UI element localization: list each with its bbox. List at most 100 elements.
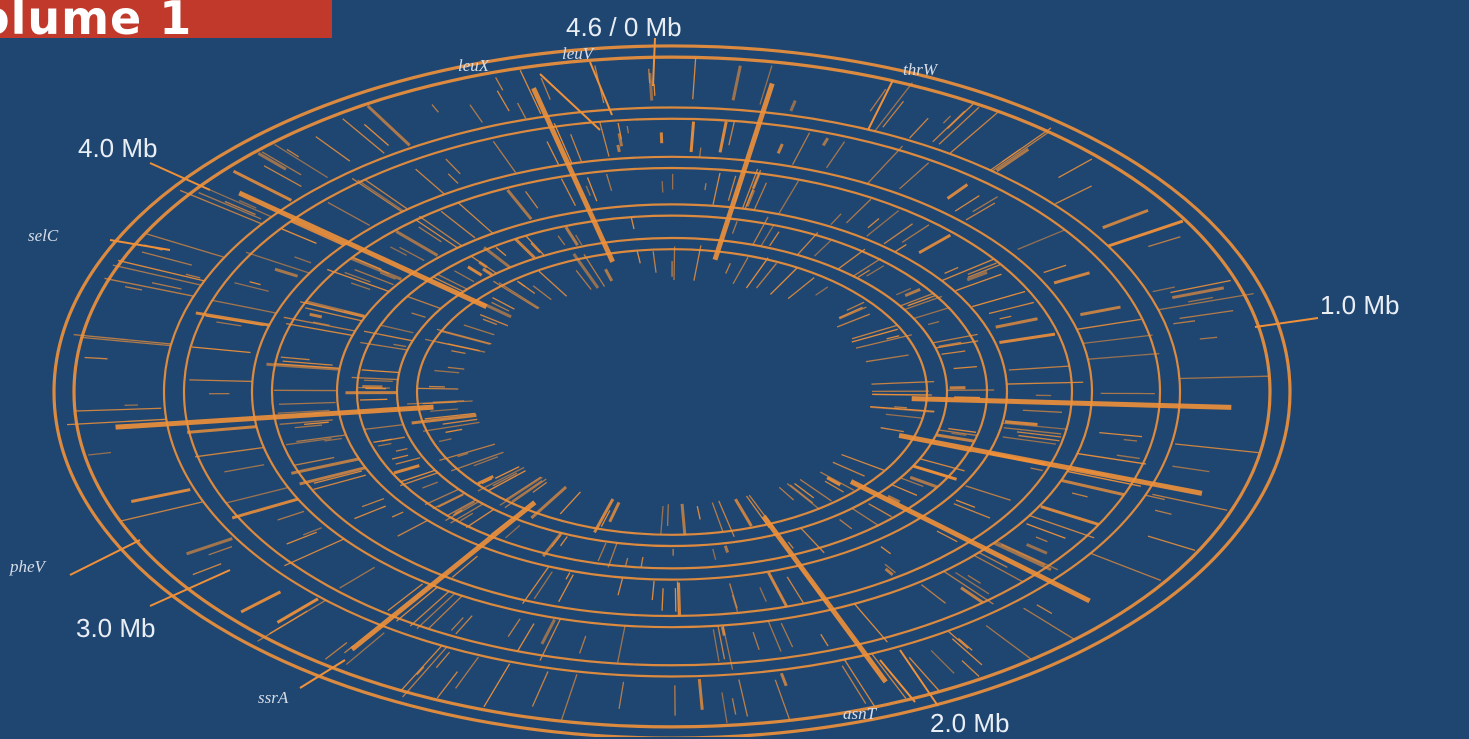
- feature-tick: [627, 126, 628, 133]
- feature-tick: [373, 439, 391, 442]
- feature-tick: [631, 218, 634, 230]
- feature-tick: [735, 499, 751, 526]
- feature-tick: [729, 121, 735, 145]
- feature-tick: [193, 564, 221, 575]
- highlight-bar: [116, 407, 434, 427]
- feature-tick: [954, 367, 977, 369]
- feature-tick: [895, 245, 906, 252]
- label-1mb: 1.0 Mb: [1320, 290, 1400, 321]
- feature-tick: [561, 537, 568, 546]
- feature-tick: [425, 339, 485, 352]
- feature-tick: [892, 485, 917, 496]
- feature-tick: [939, 107, 979, 144]
- feature-tick: [360, 399, 387, 400]
- feature-tick: [340, 567, 375, 588]
- feature-tick: [1103, 210, 1148, 227]
- feature-tick: [722, 692, 727, 723]
- feature-tick: [881, 547, 891, 554]
- feature-tick: [448, 174, 458, 184]
- label-2mb: 2.0 Mb: [930, 708, 1010, 739]
- feature-tick: [497, 91, 509, 111]
- feature-tick: [423, 422, 479, 431]
- feature-tick: [206, 316, 264, 325]
- feature-tick: [1024, 608, 1075, 639]
- feature-tick: [189, 380, 252, 382]
- feature-tick: [407, 297, 440, 309]
- feature-tick: [353, 257, 381, 269]
- concentric-rings: [54, 46, 1290, 737]
- feature-tick: [662, 181, 663, 192]
- feature-tick: [195, 447, 264, 456]
- feature-tick: [1044, 265, 1066, 272]
- feature-tick: [1124, 440, 1137, 441]
- feature-tick: [479, 262, 487, 267]
- feature-tick: [949, 632, 968, 649]
- feature-tick: [80, 337, 171, 345]
- feature-tick: [434, 371, 459, 373]
- feature-tick: [284, 539, 344, 566]
- feature-tick: [368, 106, 410, 145]
- feature-tick: [833, 462, 865, 476]
- feature-tick: [1099, 433, 1142, 437]
- gene-label-pheV: pheV: [10, 557, 45, 577]
- feature-tick: [1088, 354, 1159, 360]
- feature-tick: [362, 499, 384, 507]
- track-ring: [397, 238, 947, 546]
- feature-tick: [364, 425, 402, 430]
- feature-tick: [668, 504, 669, 526]
- gene-label-leuX: leuX: [458, 56, 489, 76]
- feature-tick: [872, 654, 906, 699]
- feature-tick: [1037, 605, 1052, 614]
- feature-tick: [508, 619, 520, 637]
- feature-tick: [869, 504, 892, 517]
- feature-tick: [904, 296, 942, 309]
- feature-tick: [445, 502, 478, 521]
- feature-tick: [365, 180, 407, 209]
- feature-tick: [378, 444, 391, 446]
- feature-tick: [753, 632, 759, 650]
- feature-tick: [691, 122, 693, 152]
- feature-tick: [327, 270, 389, 292]
- feature-tick: [464, 325, 494, 335]
- feature-tick: [152, 283, 181, 289]
- feature-tick: [654, 84, 655, 96]
- feature-tick: [733, 257, 748, 284]
- feature-tick: [1173, 321, 1195, 324]
- feature-tick: [598, 543, 606, 561]
- feature-tick: [291, 221, 344, 245]
- feature-tick: [412, 313, 426, 317]
- feature-tick: [992, 132, 1049, 171]
- feature-tick: [446, 429, 463, 432]
- leader-line: [590, 62, 612, 115]
- gene-label-asnT: asnT: [843, 704, 876, 724]
- feature-tick: [713, 173, 720, 205]
- feature-tick: [713, 629, 719, 661]
- feature-tick: [1077, 319, 1141, 329]
- feature-tick: [456, 657, 479, 688]
- feature-tick: [470, 105, 482, 123]
- feature-tick: [277, 599, 318, 623]
- feature-tick: [968, 265, 1000, 278]
- feature-tick: [314, 471, 362, 483]
- feature-tick: [886, 414, 922, 418]
- feature-tick: [355, 270, 394, 285]
- feature-tick: [840, 520, 852, 529]
- feature-tick: [493, 141, 515, 172]
- feature-tick: [484, 664, 510, 707]
- track-ring: [54, 46, 1290, 737]
- feature-tick: [1055, 186, 1091, 204]
- feature-tick: [358, 180, 404, 211]
- feature-tick: [118, 260, 204, 281]
- feature-tick: [325, 643, 347, 660]
- feature-tick: [962, 661, 979, 677]
- feature-tick: [446, 159, 460, 174]
- feature-tick: [1148, 237, 1180, 247]
- feature-tick: [1054, 273, 1089, 283]
- feature-tick: [1018, 230, 1064, 249]
- feature-tick: [226, 488, 287, 503]
- feature-tick: [768, 573, 786, 607]
- feature-tick: [381, 325, 414, 332]
- feature-tick: [417, 388, 458, 389]
- feature-tick: [958, 638, 972, 650]
- feature-tick: [872, 382, 935, 384]
